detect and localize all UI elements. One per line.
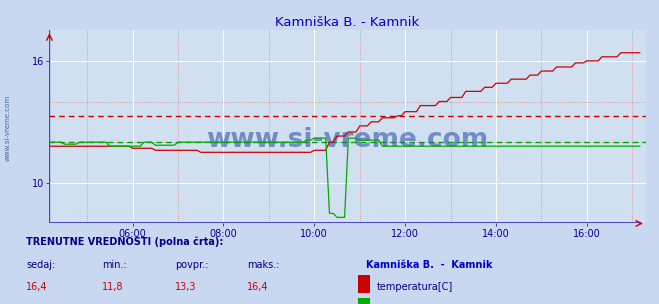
- Text: maks.:: maks.:: [247, 260, 279, 270]
- Title: Kamniška B. - Kamnik: Kamniška B. - Kamnik: [275, 16, 420, 29]
- Text: temperatura[C]: temperatura[C]: [377, 282, 453, 292]
- Text: TRENUTNE VREDNOSTI (polna črta):: TRENUTNE VREDNOSTI (polna črta):: [26, 236, 224, 247]
- Text: 16,4: 16,4: [26, 282, 48, 292]
- Text: Kamniška B.  -  Kamnik: Kamniška B. - Kamnik: [366, 260, 492, 270]
- Text: 11,8: 11,8: [102, 282, 124, 292]
- Text: 13,3: 13,3: [175, 282, 196, 292]
- Text: sedaj:: sedaj:: [26, 260, 55, 270]
- Text: 16,4: 16,4: [247, 282, 269, 292]
- Text: www.si-vreme.com: www.si-vreme.com: [5, 95, 11, 161]
- Text: www.si-vreme.com: www.si-vreme.com: [206, 127, 489, 154]
- Text: min.:: min.:: [102, 260, 127, 270]
- Text: povpr.:: povpr.:: [175, 260, 208, 270]
